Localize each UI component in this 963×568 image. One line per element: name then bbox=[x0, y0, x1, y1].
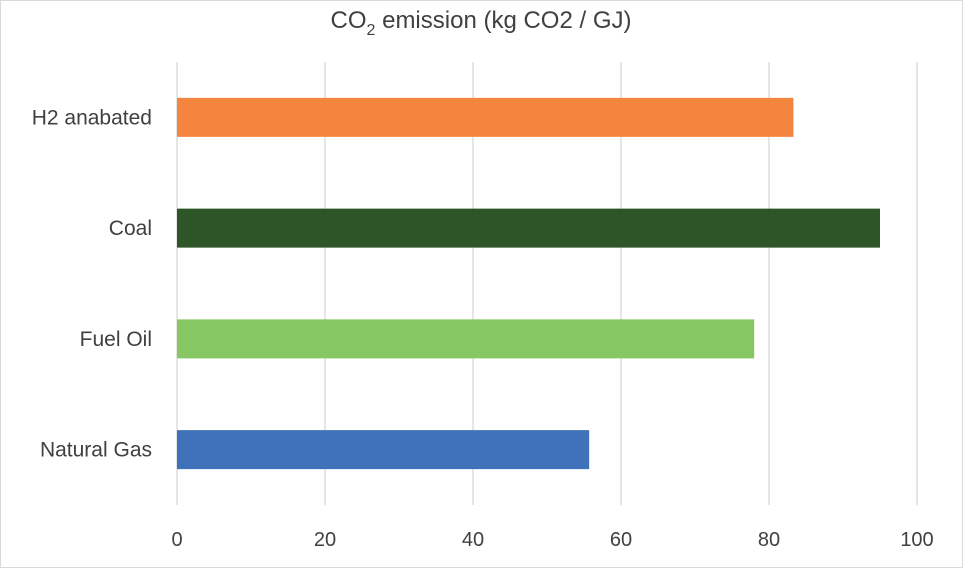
x-tick-label: 20 bbox=[314, 529, 336, 551]
bar-fuel-oil bbox=[177, 319, 755, 359]
x-tick-labels: 0 20 40 60 80 100 bbox=[171, 529, 933, 551]
chart-title-suffix: emission (kg CO2 / GJ) bbox=[375, 7, 631, 34]
bar-h2-anabated bbox=[177, 97, 794, 137]
category-label: Fuel Oil bbox=[80, 328, 152, 351]
chart-title: CO2 emission (kg CO2 / GJ) bbox=[331, 7, 632, 39]
bar-coal bbox=[177, 208, 880, 248]
bars bbox=[177, 97, 880, 470]
chart-title-prefix: CO bbox=[331, 7, 367, 34]
x-tick-label: 100 bbox=[900, 529, 933, 551]
bar-natural-gas bbox=[177, 430, 590, 470]
category-label: Coal bbox=[109, 217, 152, 240]
category-label: H2 anabated bbox=[32, 106, 152, 129]
x-tick-label: 0 bbox=[171, 529, 182, 551]
chart-title-subscript: 2 bbox=[367, 22, 376, 39]
x-tick-label: 40 bbox=[462, 529, 484, 551]
x-tick-label: 60 bbox=[610, 529, 632, 551]
category-labels: H2 anabated Coal Fuel Oil Natural Gas bbox=[32, 106, 152, 461]
category-label: Natural Gas bbox=[40, 439, 152, 462]
x-tick-label: 80 bbox=[758, 529, 780, 551]
